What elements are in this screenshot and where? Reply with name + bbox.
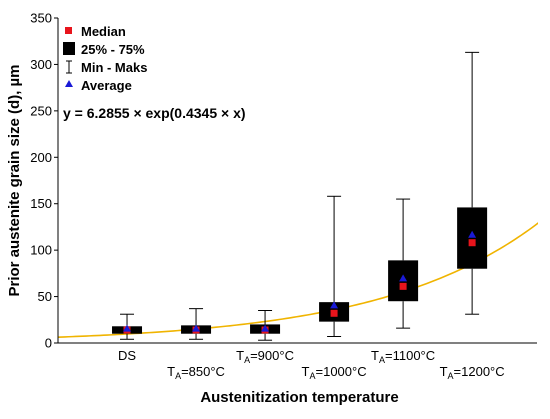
- category-label-main: DS: [118, 348, 136, 363]
- iqr-box: [457, 207, 488, 269]
- average-marker: [468, 230, 477, 238]
- category-label-rest: =900°C: [250, 348, 294, 363]
- category-label-sub: A: [448, 371, 454, 381]
- category-label-rest: =1100°C: [385, 348, 435, 363]
- y-tick-label: 0: [45, 336, 52, 351]
- y-axis-title: Prior austenite grain size (d), µm: [6, 64, 23, 296]
- category-label: TA=1100°C: [371, 348, 435, 365]
- box-group: [112, 313, 143, 340]
- legend-box-marker: [63, 42, 75, 55]
- legend-label: Min - Maks: [81, 60, 147, 75]
- median-marker: [468, 239, 476, 247]
- category-label: TA=1200°C: [440, 364, 505, 381]
- category-label: DS: [118, 348, 136, 363]
- category-label-sub: A: [244, 355, 250, 365]
- box-group: [457, 51, 488, 315]
- y-tick-label: 100: [30, 243, 52, 258]
- category-label: TA=900°C: [236, 348, 294, 365]
- category-label: TA=850°C: [167, 364, 225, 381]
- y-tick-label: 150: [30, 196, 52, 211]
- y-tick-label: 300: [30, 57, 52, 72]
- category-label-main: T: [236, 348, 244, 363]
- box-group: [181, 308, 212, 340]
- category-label-sub: A: [175, 371, 181, 381]
- category-label-main: T: [302, 364, 310, 379]
- average-marker: [123, 324, 132, 332]
- legend-average-marker: [65, 80, 73, 87]
- average-marker: [192, 324, 201, 332]
- median-marker: [399, 282, 407, 290]
- x-axis-title: Austenitization temperature: [200, 389, 398, 406]
- legend-item: 25% - 75%: [63, 42, 145, 57]
- category-label-rest: =1200°C: [454, 364, 505, 379]
- category-label-sub: A: [309, 371, 315, 381]
- legend-label: Average: [81, 78, 132, 93]
- category-label-main: T: [167, 364, 175, 379]
- y-tick-label: 350: [30, 11, 52, 26]
- category-label-main: T: [371, 348, 379, 363]
- box-group: [319, 195, 350, 337]
- average-marker: [261, 324, 270, 332]
- y-tick-label: 250: [30, 103, 52, 118]
- category-label-sub: A: [379, 355, 385, 365]
- legend-item: Median: [65, 24, 126, 39]
- category-label-rest: =1000°C: [316, 364, 367, 379]
- fit-equation: y = 6.2855 × exp(0.4345 × x): [63, 105, 246, 121]
- y-tick-label: 200: [30, 150, 52, 165]
- legend-label: Median: [81, 24, 126, 39]
- legend-label: 25% - 75%: [81, 42, 145, 57]
- y-tick-label: 50: [38, 289, 52, 304]
- category-label-rest: =850°C: [181, 364, 225, 379]
- average-marker: [399, 274, 408, 282]
- box-group: [388, 198, 419, 329]
- legend-item: Min - Maks: [66, 60, 147, 75]
- legend-item: Average: [65, 78, 132, 93]
- box-group: [250, 310, 281, 341]
- category-label: TA=1000°C: [302, 364, 367, 381]
- category-label-main: T: [440, 364, 448, 379]
- average-marker: [330, 301, 339, 309]
- legend-median-marker: [65, 27, 72, 34]
- median-marker: [330, 309, 338, 317]
